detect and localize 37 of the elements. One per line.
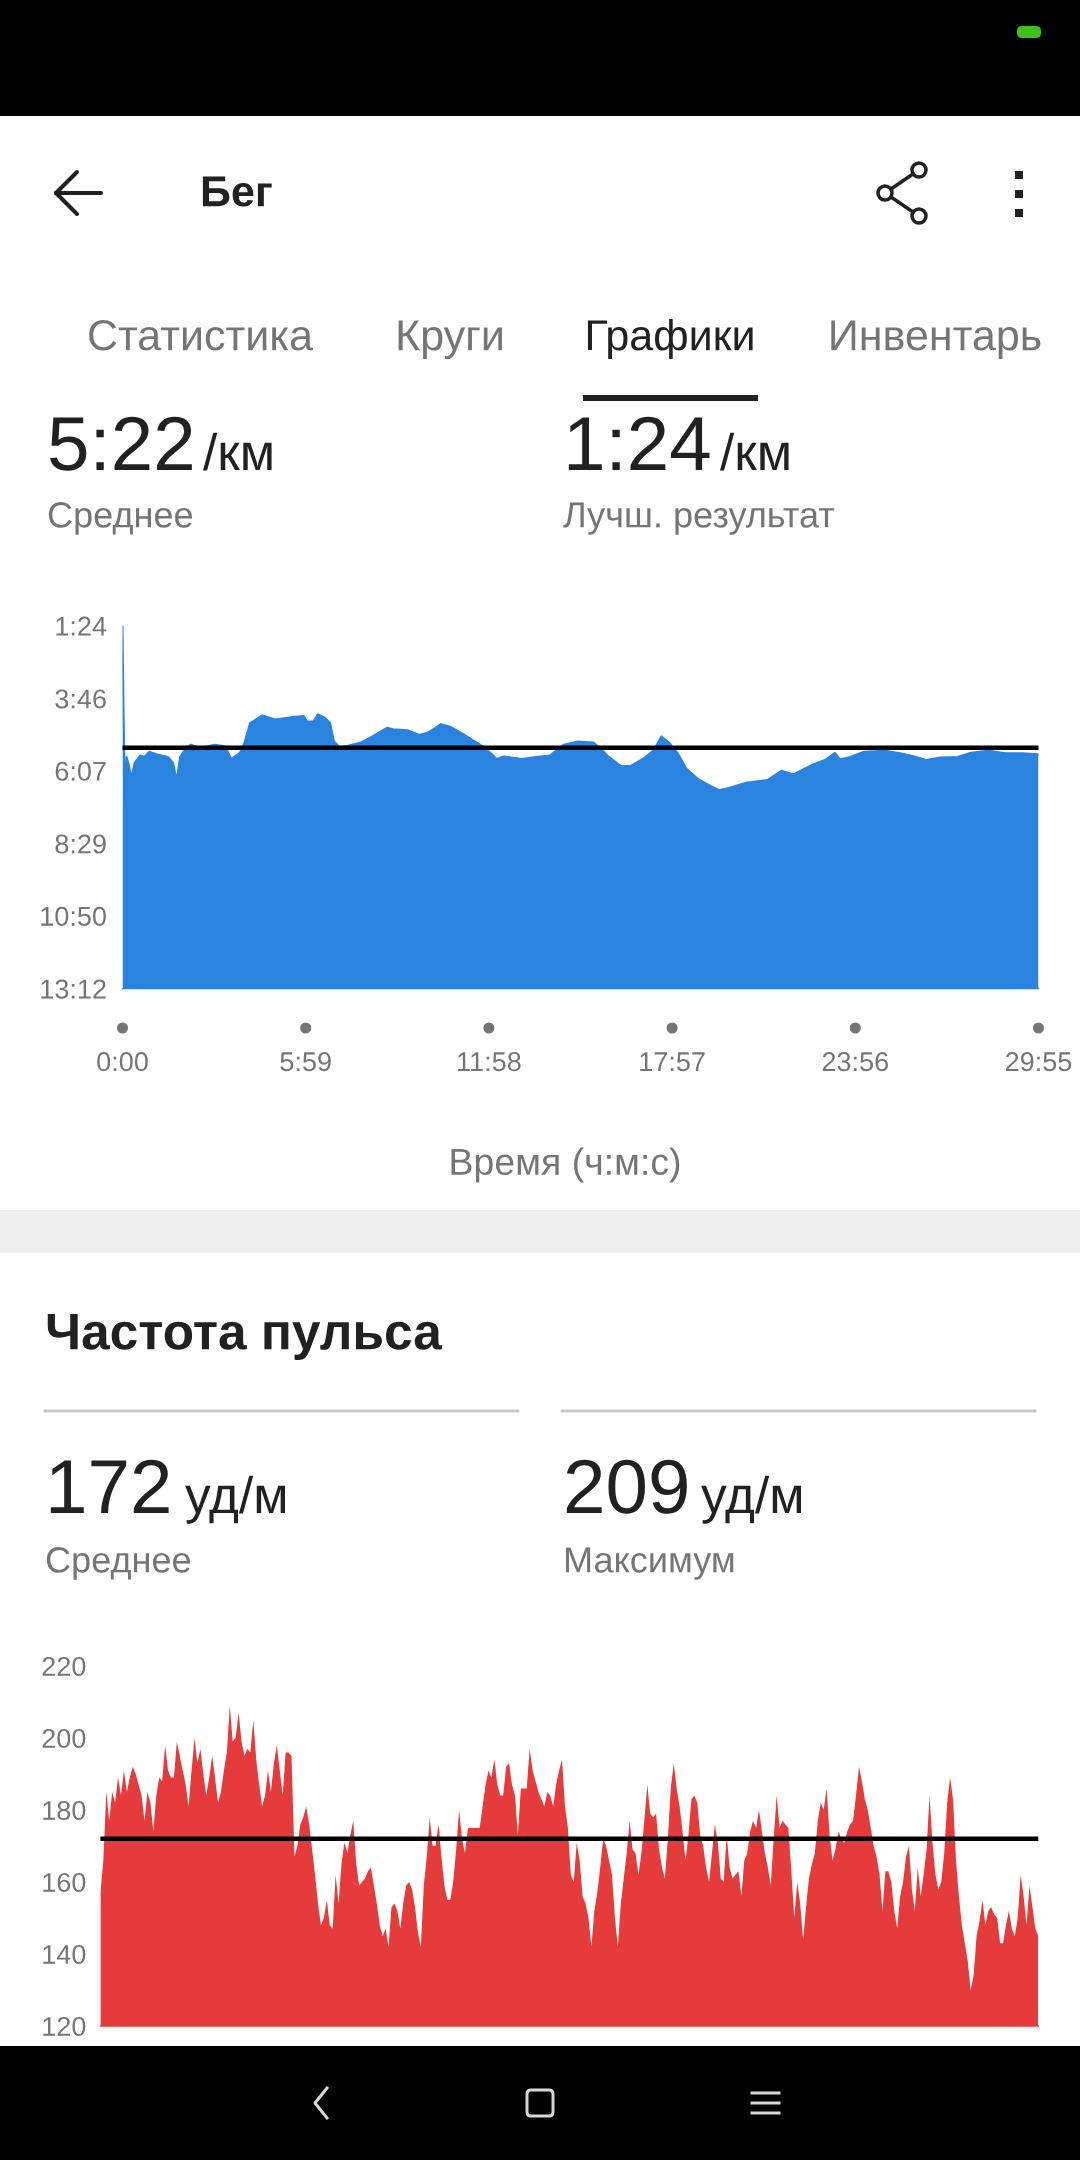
text: Графики [587, 318, 753, 360]
text: 209 [566, 1459, 687, 1514]
text: уд/м [185, 1475, 286, 1524]
text: Круги [398, 320, 502, 360]
text: /км [203, 432, 272, 471]
x-axis-title: Время (ч:м:с) [451, 1147, 680, 1183]
text: 5:22 [50, 416, 192, 471]
text: Среднее [48, 502, 193, 535]
x-tick-label: 23:56 [822, 1052, 888, 1072]
y-tick-label: 3:46 [55, 689, 106, 709]
chart-title: Частота пульса [47, 1313, 443, 1360]
text: Бег [202, 176, 272, 207]
y-tick-label: 13:12 [41, 979, 106, 999]
text: /км [720, 432, 789, 471]
text: Максимум [565, 1547, 734, 1580]
x-tick-label: 0:00 [97, 1052, 148, 1072]
x-tick-label: 17:57 [640, 1052, 705, 1072]
x-tick-label: 11:58 [458, 1052, 521, 1072]
text: Среднее [46, 1547, 191, 1580]
y-tick-label: 160 [43, 1872, 86, 1893]
y-tick-label: 200 [42, 1728, 86, 1749]
y-tick-label: 220 [42, 1656, 86, 1677]
text: Статистика [89, 320, 314, 351]
text: 172 [50, 1459, 169, 1513]
x-tick-label: 5:59 [280, 1052, 331, 1072]
y-tick-label: 120 [43, 2016, 86, 2037]
y-tick-label: 180 [43, 1800, 86, 1821]
x-tick-label: 29:55 [1005, 1052, 1072, 1072]
text: Инвентарь [831, 320, 1041, 360]
text: 1:24 [568, 416, 710, 470]
y-tick-label: 140 [43, 1944, 86, 1965]
y-tick-label: 8:29 [55, 834, 106, 854]
text: уд/м [701, 1475, 802, 1524]
y-tick-label: 1:24 [56, 616, 107, 636]
y-tick-label: 10:50 [41, 906, 106, 926]
y-tick-label: 6:07 [55, 761, 106, 781]
text: Лучш. результат [563, 502, 835, 535]
